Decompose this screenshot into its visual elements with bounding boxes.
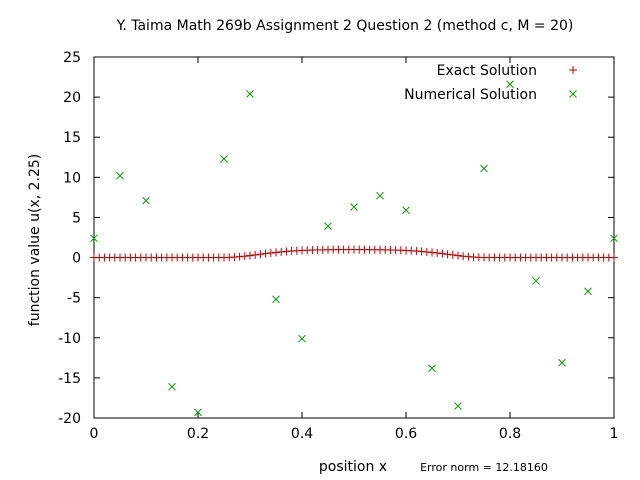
legend-cross-marker [569,90,577,98]
numerical-solution-point [454,402,462,410]
legend-marker-numerical-solution [569,90,577,98]
y-axis-label: function value u(x, 2.25) [27,154,43,326]
numerical-solution-point [350,203,358,211]
legend-plus-marker [569,66,577,74]
x-tick-label: 0 [90,426,99,442]
legend-label-exact-solution: Exact Solution [437,63,537,79]
y-tick-label: 0 [72,251,81,267]
numerical-solution-point [532,276,540,285]
y-tick-label: 20 [63,90,81,106]
exact-solution-point [610,253,618,262]
chart-title: Y. Taima Math 269b Assignment 2 Question… [116,18,574,34]
y-tick-label: -10 [58,331,81,347]
exact-solution-point [266,248,275,257]
x-tick-label: 0.2 [187,426,209,442]
error-norm-annotation: Error norm = 12.18160 [420,461,548,474]
x-tick-label: 1 [610,426,619,442]
x-tick-label: 0.8 [499,426,521,442]
y-tick-label: 10 [63,170,81,186]
series-exact-solution [90,245,618,262]
x-axis-label: position x [319,459,387,475]
numerical-solution-point [428,364,436,373]
y-axis-ticks: -20 -15 -10 -5 0 5 10 15 20 25 [58,50,614,427]
numerical-solution-point [168,382,176,391]
legend: Exact Solution Numerical Solution [404,63,577,103]
y-tick-label: 15 [63,130,81,146]
legend-marker-exact-solution [569,66,577,74]
y-tick-label: -5 [67,291,81,307]
exact-solution-point [240,252,249,261]
x-tick-label: 0.6 [395,426,417,442]
numerical-solution-point [220,155,228,163]
y-tick-label: 5 [72,210,81,226]
numerical-solution-point [610,234,618,243]
exact-solution-point [443,250,452,259]
exact-solution-point [433,248,442,257]
numerical-solution-point [298,334,306,343]
numerical-solution-point [480,164,488,173]
exact-solution-point [448,250,457,259]
y-tick-label: 25 [63,50,81,66]
numerical-solution-point [376,191,384,200]
numerical-solution-point [116,171,124,180]
legend-label-numerical-solution: Numerical Solution [404,87,537,103]
y-tick-label: -20 [58,411,81,427]
exact-solution-point [438,249,447,258]
numerical-solution-point [90,234,98,243]
numerical-solution-point [194,408,202,417]
numerical-solution-point [402,206,410,215]
numerical-solution-point [272,295,280,304]
exact-solution-point [454,251,462,260]
numerical-solution-point [246,90,254,98]
exact-solution-point [428,248,436,257]
numerical-solution-point [324,222,332,231]
exact-solution-point [251,250,260,259]
series-layer [90,80,618,417]
plot-frame [93,56,615,419]
exact-solution-point [261,249,270,258]
numerical-solution-point [584,287,592,296]
x-tick-label: 0.4 [291,426,313,442]
numerical-solution-point [142,196,150,205]
numerical-solution-point [506,80,514,89]
exact-solution-point [246,251,254,260]
y-tick-label: -15 [58,371,81,387]
series-numerical-solution [90,80,618,417]
exact-solution-point [256,250,265,259]
numerical-solution-point [558,358,566,367]
x-axis-ticks: 0 0.2 0.4 0.6 0.8 1 [90,57,619,442]
